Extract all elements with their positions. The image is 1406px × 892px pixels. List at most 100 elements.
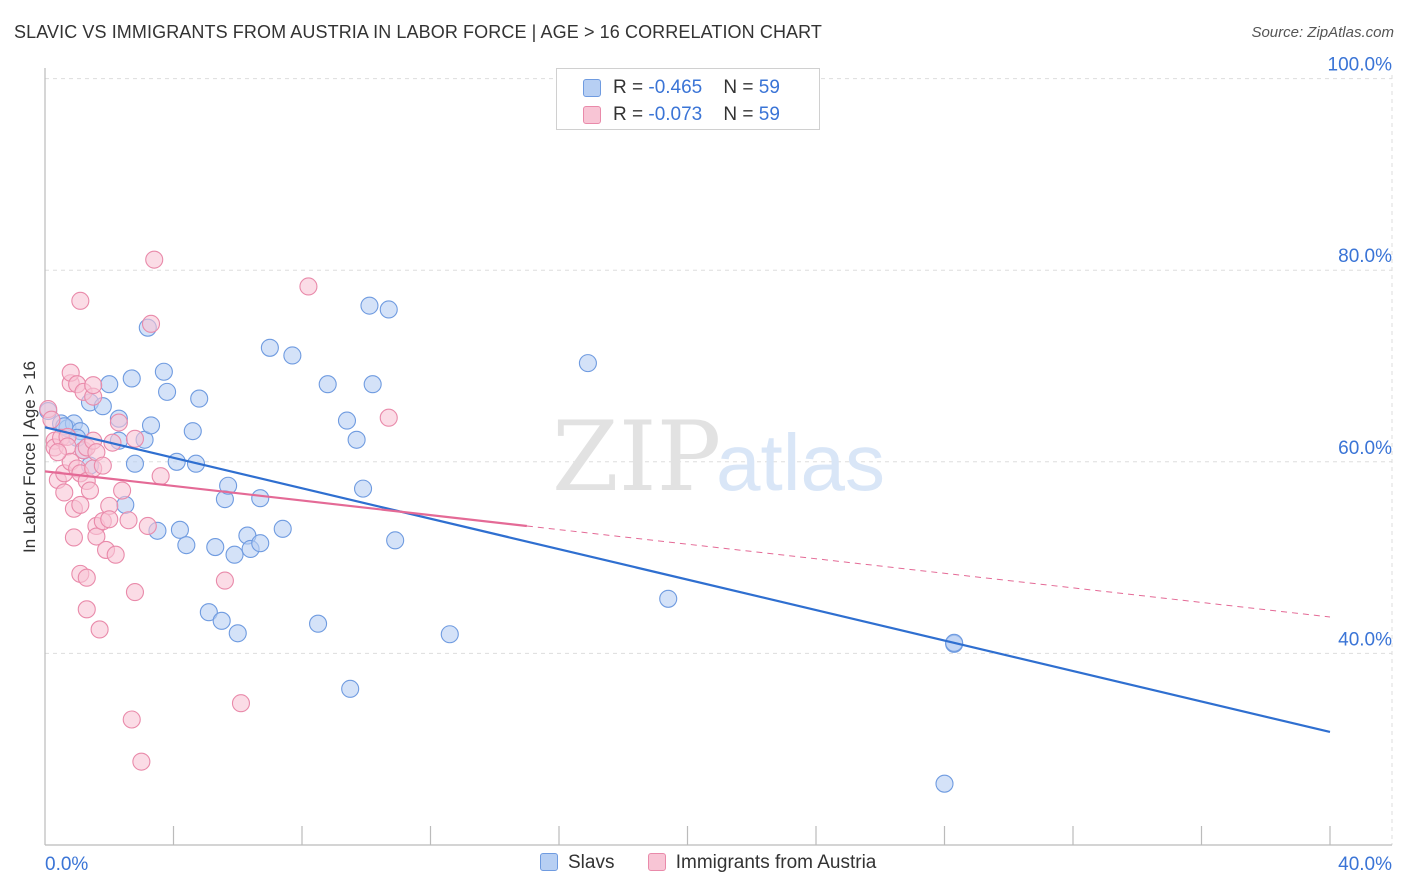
gridlines [45, 75, 1393, 845]
slavs-point [283, 346, 302, 365]
austria-point [80, 481, 100, 500]
austria-trend-line [44, 470, 527, 528]
slavs-trend-line [44, 426, 1331, 734]
slavs-point [337, 411, 357, 430]
austria-point [138, 516, 157, 536]
legend-label-slavs: Slavs [568, 852, 615, 873]
austria-point [119, 511, 138, 530]
austria-point [93, 456, 112, 475]
austria-point [77, 600, 96, 619]
austria-point [113, 481, 132, 500]
austria-point [122, 710, 141, 729]
x-tick-labels: 0.0% 40.0% [45, 854, 1392, 875]
slavs-point [363, 375, 382, 394]
slavs-point [347, 430, 366, 449]
austria-point [125, 429, 144, 448]
austria-point [379, 408, 398, 427]
austria-point [215, 571, 234, 590]
slavs-legend-swatch [540, 853, 558, 871]
slavs-point [318, 375, 337, 394]
slavs-point [141, 416, 161, 435]
slavs-point [100, 375, 119, 394]
r-value-austria: -0.073 [648, 104, 703, 125]
slavs-point [353, 479, 373, 498]
slavs-point [219, 476, 238, 495]
slavs-point [379, 300, 398, 319]
slavs-point [659, 589, 678, 608]
slavs-point [199, 603, 218, 622]
austria-point [100, 510, 119, 529]
axes [44, 68, 1392, 846]
austria-point [48, 443, 67, 462]
slavs-point [177, 536, 196, 555]
slavs-swatch [583, 79, 601, 97]
slavs-point [360, 296, 379, 315]
y-axis-label: In Labor Force | Age > 16 [20, 361, 39, 553]
n-label: N = [723, 77, 759, 98]
austria-legend-swatch [647, 853, 666, 871]
austria-point [87, 527, 106, 546]
slavs-point [167, 452, 186, 471]
slavs-point [154, 362, 173, 381]
austria-point [145, 250, 164, 269]
slavs-point [309, 614, 328, 633]
watermark: ZIP atlas [552, 401, 885, 513]
austria-point [109, 413, 128, 432]
slavs-point [260, 338, 279, 357]
data-points [39, 250, 964, 793]
slavs-point [440, 625, 459, 644]
chart-source: Source: ZipAtlas.com [1251, 24, 1394, 41]
austria-point [90, 620, 109, 639]
slavs-point [122, 369, 141, 388]
slavs-point [273, 519, 292, 538]
legend-label-austria: Immigrants from Austria [675, 852, 877, 873]
austria-point [55, 483, 74, 502]
austria-point [141, 314, 161, 333]
slavs-point [228, 624, 247, 643]
y-tick-label: 40.0% [1338, 629, 1392, 650]
slavs-point [190, 389, 209, 408]
n-value-slavs: 59 [758, 77, 780, 98]
series-legend: Slavs Immigrants from Austria [540, 852, 904, 874]
austria-point [84, 376, 103, 395]
x-tick-label-min: 0.0% [45, 854, 88, 875]
slavs-point [225, 545, 244, 564]
slavs-point [125, 454, 144, 473]
slavs-point [183, 422, 202, 441]
y-tick-labels: 40.0% 60.0% 80.0% 100.0% [1328, 55, 1393, 651]
austria-point [71, 495, 90, 514]
austria-point [125, 583, 144, 602]
slavs-point [935, 774, 954, 793]
n-label: N = [723, 104, 759, 125]
austria-point [71, 291, 90, 310]
austria-point [106, 545, 125, 564]
r-value-slavs: -0.465 [648, 77, 703, 98]
slavs-point [341, 679, 360, 698]
chart-title: SLAVIC VS IMMIGRANTS FROM AUSTRIA IN LAB… [14, 22, 823, 42]
austria-point [64, 528, 83, 547]
austria-swatch [583, 106, 601, 124]
slavs-point [578, 354, 597, 373]
austria-trend-extension [526, 525, 1331, 618]
austria-point [77, 568, 96, 587]
slavs-point [158, 382, 177, 401]
n-value-austria: 59 [758, 104, 780, 125]
x-tick-label-max: 40.0% [1338, 854, 1392, 875]
legend-item-slavs[interactable]: Slavs [540, 852, 614, 874]
slavs-point [251, 534, 270, 553]
r-label: R = [613, 104, 649, 125]
austria-point [299, 277, 318, 296]
legend-item-austria[interactable]: Immigrants from Austria [647, 852, 877, 874]
austria-point [151, 467, 170, 486]
slavs-point [170, 520, 189, 539]
correlation-legend: R = -0.465 N = 59 R = -0.073 N = 59 [556, 68, 820, 130]
r-label: R = [613, 77, 649, 98]
austria-point [132, 752, 151, 771]
slavs-point [251, 489, 270, 508]
austria-point [231, 694, 251, 713]
slavs-point [212, 611, 231, 630]
trend-lines [44, 426, 1331, 734]
slavs-point [386, 531, 405, 550]
y-tick-label: 80.0% [1338, 246, 1392, 267]
